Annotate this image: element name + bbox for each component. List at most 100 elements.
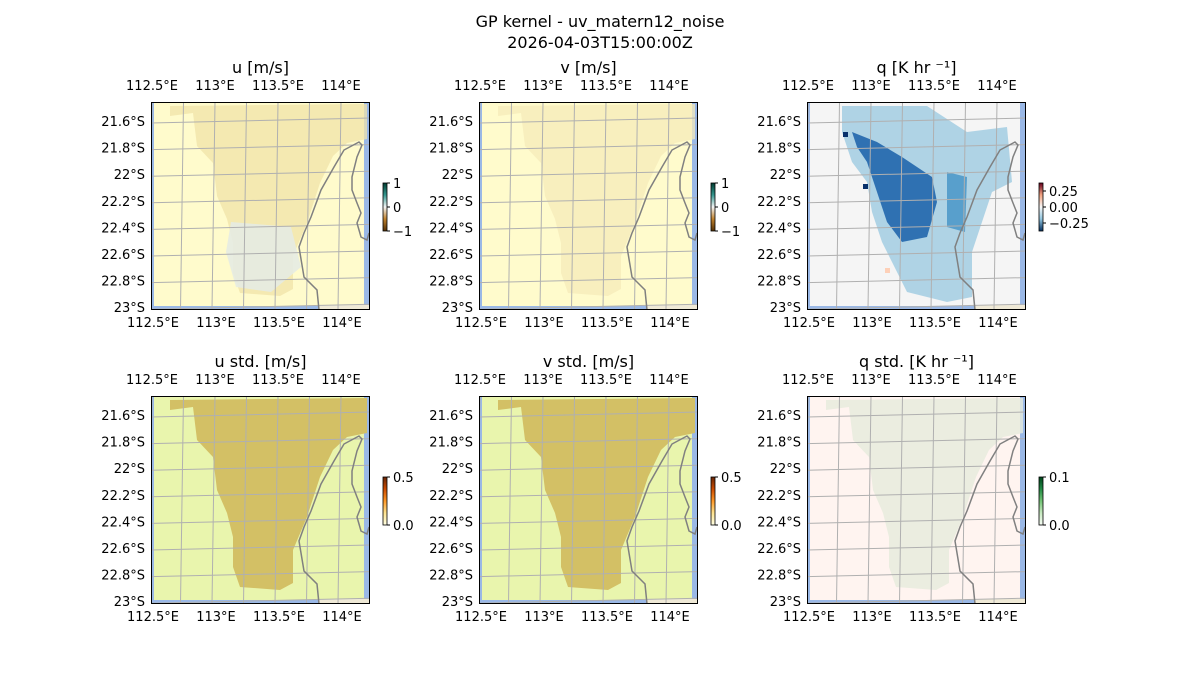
x-tick-label-bottom: 113°E: [524, 610, 564, 625]
y-tick-label: 23°S: [114, 595, 145, 610]
x-tick-label-top: 112.5°E: [126, 373, 178, 388]
gridline-parallel: [479, 223, 698, 230]
x-tick-label-top: 113°E: [523, 79, 563, 94]
gridline-parallel: [479, 144, 698, 151]
gridline-meridian: [836, 102, 840, 310]
field-pixel: [885, 268, 890, 273]
x-tick-label-top: 114°E: [649, 373, 689, 388]
y-tick-label: 22.8°S: [101, 275, 145, 290]
gridline-meridian: [274, 102, 279, 310]
panel-title: q [K hr ⁻¹]: [877, 58, 957, 77]
y-tick-label: 22.6°S: [101, 248, 145, 263]
land-patch: [647, 305, 698, 310]
colorbar-tick-label: 0.0: [1049, 519, 1070, 534]
y-tick-label: 22°S: [442, 462, 473, 477]
gridline-meridian: [180, 102, 184, 310]
x-tick-label-top: 113°E: [195, 373, 235, 388]
gridline-parallel: [479, 197, 698, 204]
gridline-parallel: [151, 571, 370, 578]
x-tick-label-bottom: 113°E: [524, 316, 564, 331]
y-tick-label: 23°S: [770, 301, 801, 316]
gridline-parallel: [479, 517, 698, 524]
gridline-meridian: [243, 102, 247, 310]
y-tick-label: 23°S: [442, 595, 473, 610]
gridline-parallel: [151, 197, 370, 204]
map-panel: u std. [m/s] 112.5°E 112.5°E 113°E 113°E 113.…: [101, 352, 413, 625]
colorbar-tick-label: 0: [393, 201, 401, 216]
x-tick-label-top: 112.5°E: [126, 79, 178, 94]
axes-frame: [151, 102, 370, 310]
y-tick-label: 22.2°S: [101, 195, 145, 210]
gridline-parallel: [151, 144, 370, 151]
gridline-parallel: [479, 277, 698, 284]
y-tick-label: 22.2°S: [101, 489, 145, 504]
y-tick-label: 21.8°S: [429, 436, 473, 451]
map-panel: v std. [m/s] 112.5°E 112.5°E 113°E 113°E 113.…: [429, 352, 741, 625]
x-tick-label-top: 114°E: [649, 79, 689, 94]
gridline-parallel: [479, 571, 698, 578]
map-panel: v [m/s]112.5°E112.5°E113°E113°E113.5°E11…: [429, 58, 740, 331]
gridline-parallel: [479, 464, 698, 471]
gridline-parallel: [807, 303, 1026, 310]
x-tick-label-top: 114°E: [321, 79, 361, 94]
land-patch: [319, 599, 370, 604]
x-tick-label-top: 113.5°E: [908, 79, 960, 94]
y-tick-label: 22.6°S: [757, 542, 801, 557]
colorbar-tick-label: −1: [393, 225, 412, 240]
gridline-parallel: [807, 197, 1026, 204]
gridline-meridian: [508, 396, 512, 604]
panel-title: q std. [K hr ⁻¹]: [859, 352, 974, 371]
y-tick-label: 22.8°S: [429, 275, 473, 290]
gridline-parallel: [151, 223, 370, 230]
gridline-meridian: [539, 396, 544, 604]
y-tick-label: 21.6°S: [101, 115, 145, 130]
gridline-meridian: [665, 102, 670, 310]
gridline-meridian: [508, 102, 512, 310]
gridline-parallel: [807, 144, 1026, 151]
colorbar-tick-label: 1: [721, 177, 729, 192]
y-tick-label: 22.6°S: [429, 248, 473, 263]
x-tick-label-bottom: 113°E: [196, 610, 236, 625]
colorbar-tick-label: 0.25: [1049, 185, 1078, 200]
gridline-meridian: [634, 102, 638, 310]
gridline-meridian: [634, 396, 638, 604]
y-tick-label: 22°S: [770, 462, 801, 477]
gridline-meridian: [306, 102, 310, 310]
colorbar: [382, 182, 388, 232]
map-panel: q [K hr ⁻¹] 112.5°E 112.5°E 113°E 113°E 113.5…: [757, 58, 1089, 331]
coastline: [626, 435, 698, 604]
y-tick-label: 22°S: [770, 168, 801, 183]
x-tick-label-bottom: 113.5°E: [909, 316, 961, 331]
colorbar-tick-label: −1: [721, 225, 740, 240]
y-tick-label: 22.6°S: [101, 542, 145, 557]
map-content: [807, 102, 1026, 310]
gridline-parallel: [479, 117, 698, 124]
x-tick-label-top: 113°E: [851, 373, 891, 388]
x-tick-label-bottom: 112.5°E: [127, 610, 179, 625]
gridline-parallel: [807, 250, 1026, 257]
gridline-parallel: [807, 517, 1026, 524]
y-tick-label: 22.2°S: [429, 195, 473, 210]
colorbar-tick-label: 0.00: [1049, 201, 1078, 216]
gridline-meridian: [274, 396, 279, 604]
gridline-parallel: [151, 597, 370, 604]
gridline-meridian: [867, 396, 872, 604]
axes-frame: [479, 102, 698, 310]
gridline-meridian: [180, 396, 184, 604]
gridline-parallel: [807, 117, 1026, 124]
y-tick-label: 21.6°S: [757, 409, 801, 424]
gridline-parallel: [479, 544, 698, 551]
gridline-meridian: [337, 102, 342, 310]
coastline: [626, 141, 698, 310]
gridline-parallel: [807, 544, 1026, 551]
x-tick-label-bottom: 112.5°E: [455, 610, 507, 625]
y-tick-label: 22.4°S: [101, 221, 145, 236]
gridline-meridian: [930, 102, 935, 310]
y-tick-label: 23°S: [770, 595, 801, 610]
y-tick-label: 22.8°S: [429, 569, 473, 584]
x-tick-label-top: 112.5°E: [454, 79, 506, 94]
gridline-parallel: [807, 438, 1026, 445]
x-tick-label-top: 114°E: [977, 79, 1017, 94]
